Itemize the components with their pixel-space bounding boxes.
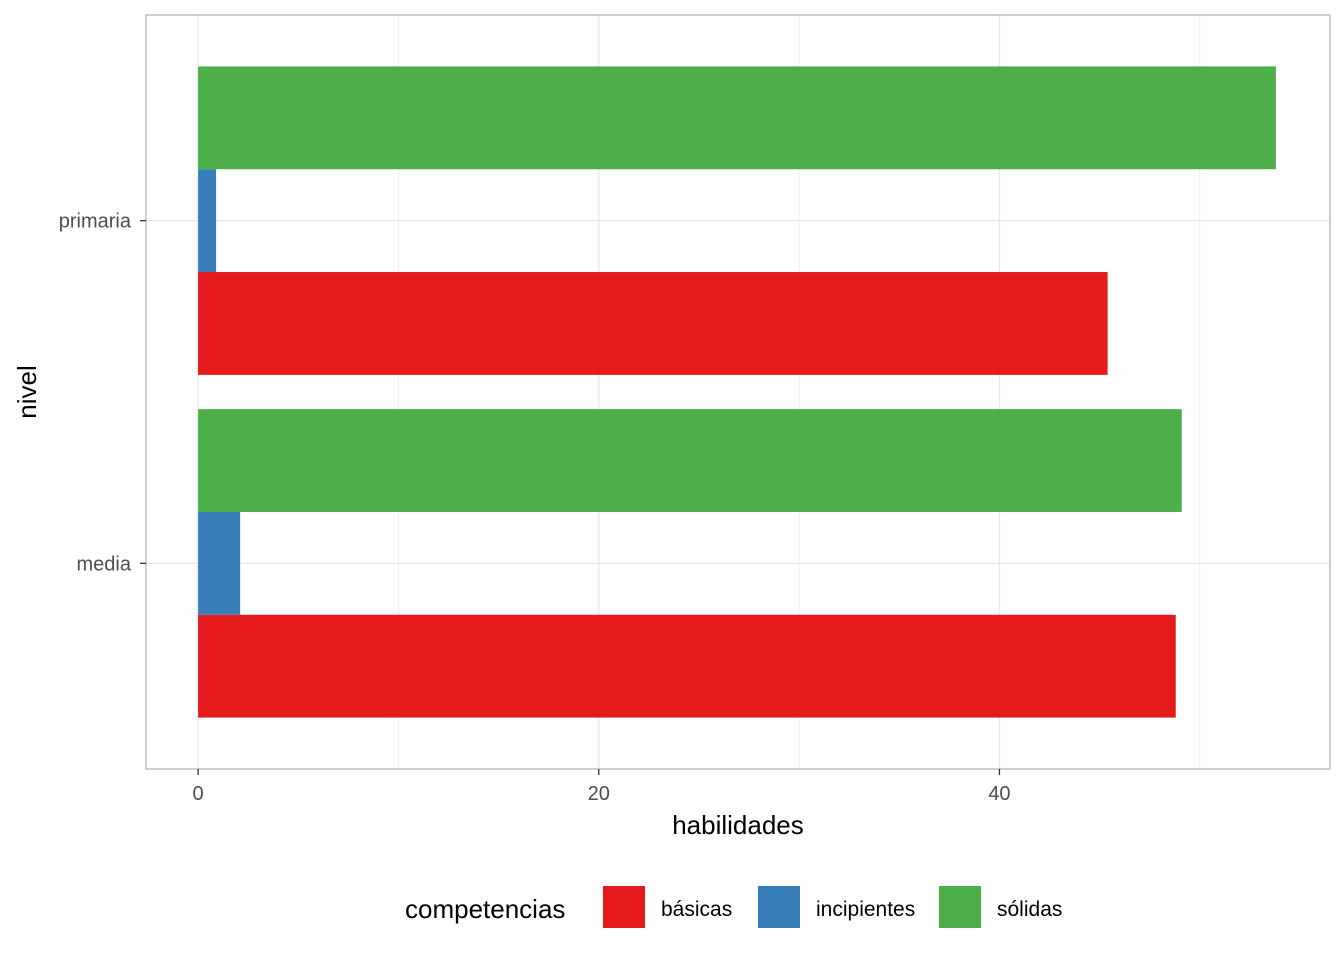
bar-media-sólidas <box>198 409 1182 512</box>
bars-layer <box>198 66 1276 718</box>
panel-border <box>145 14 1331 770</box>
legend-label: incipientes <box>816 898 915 921</box>
legend-label: básicas <box>661 898 732 921</box>
legend: competencias básicas incipientes sólidas <box>405 886 1062 928</box>
legend-key-incipientes <box>758 886 800 928</box>
bar-media-incipientes <box>198 511 241 615</box>
bar-primaria-sólidas <box>198 66 1276 170</box>
legend-title: competencias <box>405 894 565 924</box>
y-axis-title: nivel <box>12 365 42 418</box>
x-axis-title: habilidades <box>672 810 804 840</box>
bar-media-básicas <box>198 614 1176 718</box>
legend-label: sólidas <box>997 898 1062 921</box>
bar-primaria-básicas <box>198 272 1108 375</box>
y-tick-label: primaria <box>59 211 132 233</box>
x-tick-label: 40 <box>988 783 1010 805</box>
legend-key-sólidas <box>939 886 981 928</box>
y-tick-label: media <box>77 553 132 575</box>
y-axis: primaria media <box>59 211 146 575</box>
x-tick-label: 20 <box>588 783 610 805</box>
x-axis: 0 20 40 <box>193 769 1011 805</box>
x-tick-label: 0 <box>193 783 204 805</box>
bar-primaria-incipientes <box>198 169 217 273</box>
legend-key-básicas <box>603 886 645 928</box>
